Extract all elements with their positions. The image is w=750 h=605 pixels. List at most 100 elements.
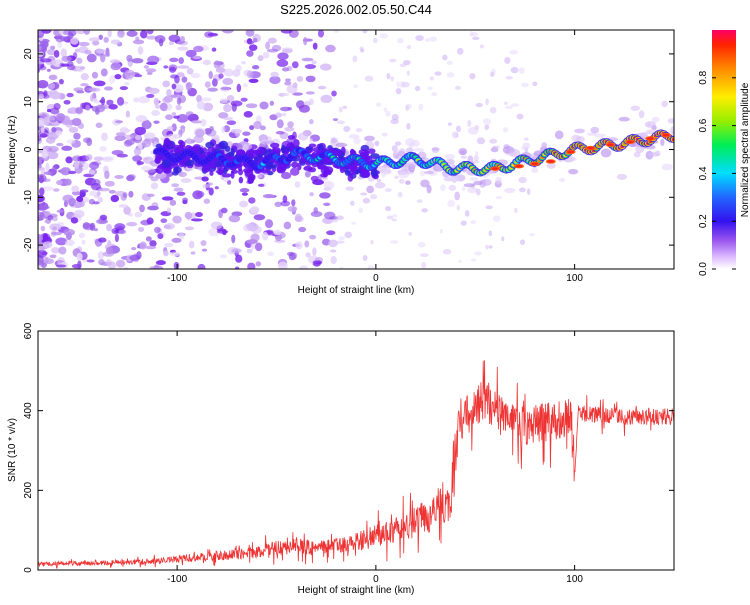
spectral-blob — [634, 152, 641, 158]
spectral-blob — [396, 88, 402, 94]
spectral-blob — [326, 230, 335, 235]
spectral-blob — [36, 160, 42, 164]
spectral-blob — [320, 173, 328, 177]
spectral-blob — [173, 116, 180, 119]
spectral-blob — [385, 188, 392, 192]
spectral-blob — [336, 240, 345, 243]
spectral-blob — [80, 189, 89, 192]
spectral-blob — [238, 169, 243, 176]
spectrogram-x-label: Height of straight line (km) — [298, 285, 415, 296]
spectral-blob — [390, 240, 399, 244]
spectral-blob — [170, 200, 176, 206]
spectral-blob — [476, 189, 481, 196]
spectral-blob — [55, 237, 67, 245]
spectral-blob — [493, 216, 501, 222]
spectral-blob — [587, 147, 594, 150]
spectral-blob — [362, 28, 367, 34]
spectral-blob — [282, 49, 292, 53]
spectral-blob — [82, 240, 86, 245]
spectral-blob — [61, 120, 70, 125]
spectral-blob — [209, 71, 213, 79]
spectral-blob — [164, 243, 173, 247]
spectral-blob — [235, 255, 242, 263]
spectral-blob — [375, 182, 386, 188]
spectral-blob — [144, 65, 149, 69]
spectral-blob — [619, 117, 630, 122]
spectral-blob — [567, 150, 574, 153]
spectral-blob — [681, 130, 687, 138]
spectral-blob — [98, 259, 105, 265]
spectral-blob — [258, 184, 265, 187]
spectral-blob — [74, 161, 79, 169]
spectral-blob — [299, 266, 308, 271]
colorbar-tick-label: 0.8 — [698, 70, 709, 84]
spectral-blob — [402, 82, 410, 88]
spectral-blob — [103, 156, 114, 160]
spectral-blob — [386, 73, 390, 79]
spectral-blob — [67, 139, 76, 144]
spectral-blob — [202, 249, 207, 252]
spectral-blob — [54, 103, 61, 110]
spectral-blob — [490, 107, 497, 114]
spectral-blob — [373, 38, 378, 43]
spectral-blob — [61, 64, 69, 67]
spectral-blob — [48, 146, 59, 152]
spectral-blob — [120, 86, 128, 90]
spectral-blob — [56, 264, 66, 267]
spectral-blob — [405, 104, 412, 109]
spectral-blob — [408, 232, 412, 236]
spectral-blob — [163, 65, 168, 68]
spectral-blob — [222, 229, 227, 235]
spectral-blob — [34, 30, 44, 38]
spectral-blob — [471, 258, 476, 261]
spectral-blob — [455, 86, 461, 90]
spectral-blob — [208, 33, 218, 37]
spectral-blob — [200, 240, 206, 246]
spectral-blob — [242, 193, 248, 196]
spectral-blob — [219, 167, 224, 173]
spectral-blob — [83, 222, 90, 229]
colorbar-gradient — [712, 30, 736, 269]
spectral-blob — [212, 47, 217, 51]
spectral-blob — [484, 124, 489, 130]
spectral-blob — [645, 121, 656, 128]
spectral-blob — [147, 217, 154, 224]
spectral-blob — [400, 63, 407, 67]
spectral-blob — [291, 199, 295, 206]
spectral-blob — [57, 210, 64, 213]
spectral-blob — [370, 240, 373, 244]
spectral-blob — [247, 249, 253, 254]
spectral-blob — [431, 92, 437, 96]
figure-title: S225.2026.002.05.50.C44 — [280, 2, 432, 17]
spectral-blob — [270, 72, 278, 78]
spectral-blob — [207, 88, 218, 92]
spectral-blob — [309, 235, 316, 240]
spectral-blob — [247, 70, 254, 78]
spectral-blob — [395, 150, 399, 154]
colorbar-tick-label: 0.0 — [698, 262, 709, 276]
spectral-blob — [47, 215, 53, 220]
spectral-blob — [241, 98, 248, 102]
spectral-blob — [662, 164, 673, 171]
spectral-blob — [83, 137, 91, 142]
spectral-blob — [390, 119, 398, 124]
spectral-blob — [246, 223, 258, 232]
spectral-blob — [69, 127, 78, 133]
spectral-blob — [519, 188, 526, 193]
spectral-blob — [639, 110, 645, 118]
spectral-blob — [284, 127, 294, 132]
spectral-blob — [398, 192, 403, 197]
spectral-blob — [407, 45, 411, 49]
spectral-blob — [333, 118, 338, 121]
spectral-blob — [174, 188, 184, 192]
spectral-blob — [337, 121, 345, 125]
spectral-blob — [302, 58, 314, 62]
spectral-blob — [98, 188, 110, 192]
spectral-blob — [574, 129, 585, 134]
spectral-blob — [265, 219, 273, 228]
spectral-blob — [376, 103, 381, 107]
spectral-blob — [229, 215, 240, 223]
spectral-blob — [454, 191, 460, 200]
spectral-blob — [76, 58, 82, 64]
spectral-blob — [126, 110, 130, 117]
